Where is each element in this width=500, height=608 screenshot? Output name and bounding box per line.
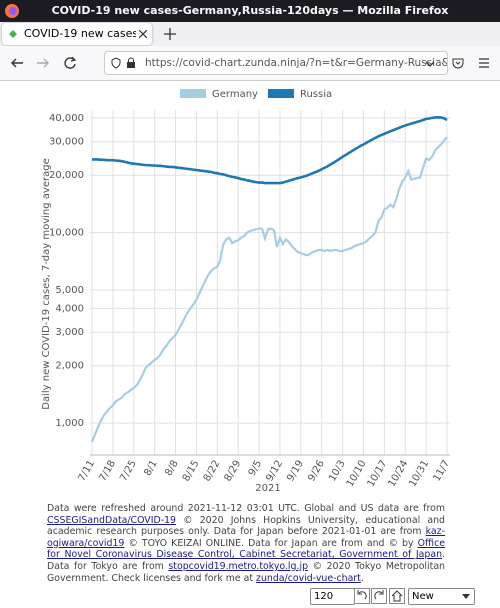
- pocket-button[interactable]: [452, 57, 464, 69]
- legend-swatch: [180, 89, 206, 98]
- x-axis-label: 2021: [255, 483, 280, 494]
- x-tick-label: 7/11: [76, 459, 97, 484]
- footer-segment: © TOYO KEIZAI ONLINE. Data for Japan are…: [124, 537, 418, 549]
- menu-button[interactable]: [478, 57, 490, 69]
- firefox-icon: [5, 4, 19, 18]
- y-tick-label: 40,000: [49, 113, 84, 124]
- window-title: COVID-19 new cases-Germany,Russia-120day…: [0, 0, 500, 22]
- y-tick-label: 10,000: [49, 228, 84, 239]
- reload-button[interactable]: [63, 56, 77, 70]
- footer-segment: Data were refreshed around 2021-11-12 03…: [47, 503, 445, 514]
- x-tick-label: 9/5: [247, 459, 265, 478]
- forward-button[interactable]: [36, 56, 50, 70]
- y-tick-label: 2,000: [55, 361, 84, 372]
- x-tick-label: 10/24: [386, 459, 410, 489]
- series-line: [90, 136, 448, 442]
- tab-close[interactable]: [139, 30, 147, 38]
- y-tick-label: 20,000: [49, 170, 84, 181]
- footer-text: Data were refreshed around 2021-11-12 03…: [47, 503, 445, 584]
- chart: 2021 Daily new COVID-19 cases, 7-day mov…: [41, 89, 452, 494]
- x-tick-label: 7/18: [97, 459, 118, 484]
- series-line: [92, 115, 448, 185]
- plot-area: [90, 110, 450, 455]
- back-button[interactable]: [10, 56, 24, 70]
- x-tick-label: 10/17: [366, 459, 390, 489]
- y-tick-label: 4,000: [55, 303, 84, 314]
- x-tick-label: 7/25: [118, 459, 139, 484]
- x-tick-label: 8/15: [181, 459, 202, 484]
- home-button[interactable]: [389, 588, 405, 604]
- days-input[interactable]: 120: [310, 588, 355, 605]
- y-axis-label: Daily new COVID-19 cases, 7-day moving a…: [41, 158, 52, 409]
- x-tick-label: 9/19: [285, 459, 306, 484]
- footer-link[interactable]: zunda/covid-vue-chart: [256, 572, 361, 584]
- footer-segment: © 2020 Johns Hopkins University, educati…: [47, 514, 445, 538]
- x-tick-label: 8/29: [223, 459, 244, 484]
- x-tick-label: 10/3: [327, 459, 348, 484]
- page-actions[interactable]: [424, 59, 436, 69]
- legend-label: Germany: [212, 89, 258, 100]
- undo-button[interactable]: [354, 588, 370, 604]
- x-tick-label: 10/10: [345, 459, 369, 489]
- y-tick-label: 3,000: [55, 327, 84, 338]
- x-tick-label: 8/8: [163, 459, 181, 478]
- security-icons: [111, 57, 135, 69]
- footer-link[interactable]: stopcovid19.metro.tokyo.lg.jp: [168, 560, 309, 572]
- nav-bar: https://covid-chart.zunda.ninja/?n=t&r=G…: [0, 46, 500, 81]
- footer-link[interactable]: kaz-ogiwara/covid19: [47, 526, 445, 549]
- footer-link[interactable]: Office for Novel Coronavirus Disease Con…: [47, 537, 445, 561]
- x-tick-label: 9/26: [306, 459, 327, 484]
- legend-label: Russia: [300, 89, 332, 100]
- x-tick-label: 8/22: [202, 459, 223, 484]
- new-tab[interactable]: [164, 28, 176, 40]
- footer-segment: © 2020 Tokyo Metropolitan Government. Ch…: [47, 560, 446, 584]
- dropdown-arrow: [462, 594, 470, 599]
- y-tick-label: 30,000: [49, 137, 84, 148]
- url-text: https://covid-chart.zunda.ninja/?n=t&r=G…: [145, 57, 448, 69]
- footer-segment: .: [360, 572, 364, 584]
- tab-title: COVID-19 new cases-German: [24, 27, 136, 40]
- x-tick-label: 10/31: [407, 459, 431, 489]
- y-tick-label: 1,000: [55, 418, 84, 429]
- x-tick-label: 11/7: [431, 459, 452, 484]
- footer-segment: . Data for Tokyo are from: [47, 549, 445, 572]
- control-buttons: [354, 588, 405, 604]
- footer-link[interactable]: CSSEGISandData/COVID-19: [47, 514, 177, 526]
- tab[interactable]: COVID-19 new cases-German: [2, 23, 152, 45]
- tab-bar: COVID-19 new cases-German: [0, 22, 500, 46]
- redo-button[interactable]: [371, 588, 387, 604]
- address-bar[interactable]: https://covid-chart.zunda.ninja/?n=t&r=G…: [104, 51, 448, 75]
- legend-swatch: [267, 89, 294, 98]
- x-tick-label: 8/1: [142, 459, 160, 478]
- y-tick-label: 5,000: [55, 285, 84, 296]
- sort-value: New: [412, 591, 434, 602]
- sort-select[interactable]: New: [408, 588, 475, 605]
- x-tick-label: 9/12: [264, 459, 285, 484]
- tab-icon: [9, 30, 17, 38]
